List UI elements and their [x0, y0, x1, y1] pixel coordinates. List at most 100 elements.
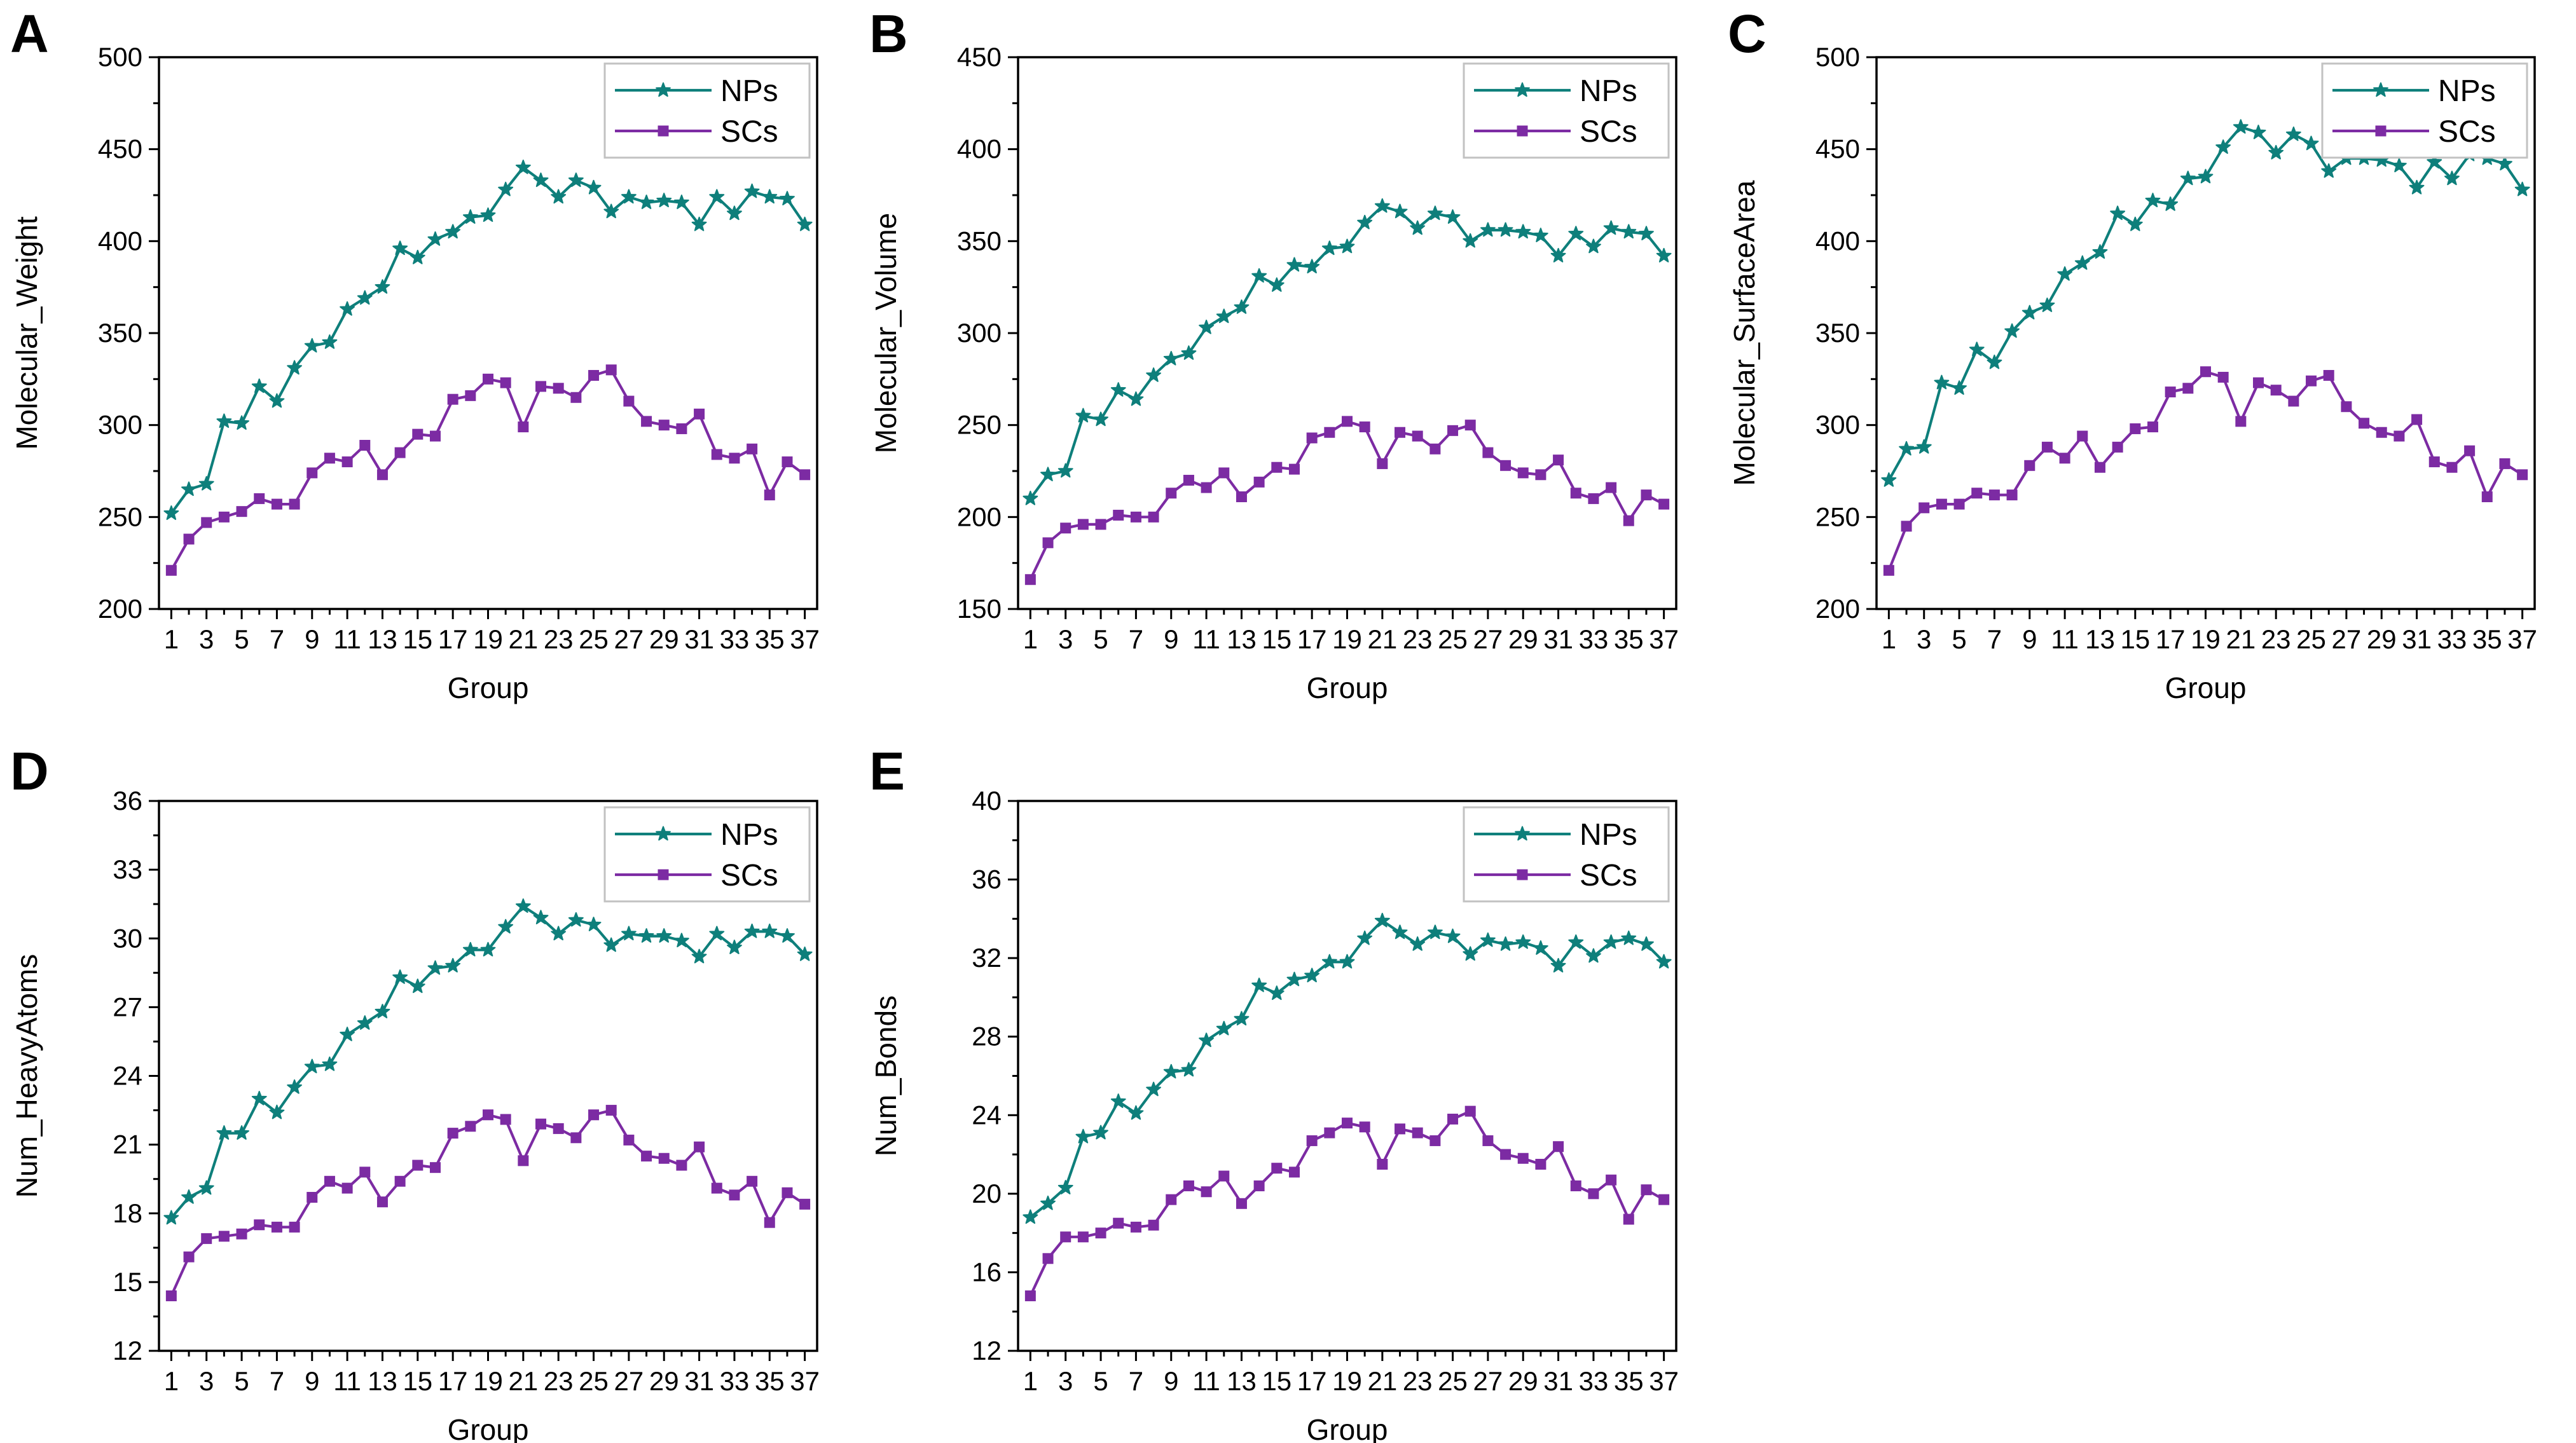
y-tick-label: 250: [98, 502, 142, 531]
y-tick-label: 450: [1815, 134, 1860, 164]
square-marker: [1342, 1118, 1353, 1129]
y-tick-label: 33: [113, 854, 142, 884]
star-marker: [1656, 954, 1672, 969]
square-marker: [1500, 460, 1512, 471]
square-marker: [1623, 515, 1634, 526]
square-marker: [1918, 502, 1930, 514]
star-marker: [2409, 179, 2425, 195]
star-marker: [674, 195, 689, 209]
y-tick-label: 24: [113, 1061, 142, 1091]
square-marker: [1113, 509, 1124, 521]
star-marker: [1128, 391, 1144, 406]
y-tick-label: 500: [98, 42, 142, 72]
square-marker: [1271, 1163, 1283, 1174]
square-marker: [2517, 469, 2528, 481]
series-nps-markers: [163, 160, 813, 520]
square-marker: [254, 1219, 265, 1231]
x-tick-label: 17: [1297, 624, 1327, 654]
square-marker: [518, 1155, 529, 1166]
y-tick-label: 200: [1815, 594, 1860, 624]
star-marker: [498, 181, 514, 196]
star-marker: [1199, 319, 1214, 334]
x-tick-label: 27: [1473, 1366, 1503, 1396]
square-marker: [2041, 441, 2053, 453]
legend-box: [1463, 806, 1670, 903]
star-marker: [2215, 139, 2231, 154]
star-marker: [2321, 163, 2337, 178]
x-tick-label: 15: [403, 624, 432, 654]
square-marker: [2200, 366, 2211, 378]
x-tick-label: 25: [2296, 624, 2326, 654]
star-marker: [1480, 222, 1496, 237]
square-marker: [2341, 401, 2352, 413]
star-marker: [709, 189, 725, 204]
star-marker: [410, 249, 425, 264]
star-marker: [269, 1104, 285, 1119]
star-marker: [1040, 1195, 1056, 1210]
y-tick-label: 36: [972, 865, 1002, 894]
square-marker: [2006, 489, 2018, 501]
x-tick-label: 37: [1649, 1366, 1679, 1396]
y-tick-label: 350: [1815, 318, 1860, 348]
square-marker: [658, 1152, 670, 1164]
x-tick-label: 19: [1332, 1366, 1362, 1396]
square-marker: [1570, 1180, 1581, 1191]
star-marker: [1146, 367, 1161, 382]
square-marker: [2253, 377, 2264, 388]
star-marker: [251, 1091, 267, 1105]
square-marker: [429, 1162, 441, 1173]
square-marker: [2499, 458, 2511, 469]
square-marker: [1553, 455, 1564, 466]
y-tick-label: 30: [113, 923, 142, 953]
star-marker: [2198, 168, 2214, 184]
x-tick-label: 21: [2226, 624, 2256, 654]
star-marker: [586, 179, 602, 195]
star-marker: [621, 189, 637, 204]
square-marker: [1517, 467, 1529, 479]
square-marker: [2393, 430, 2405, 442]
square-marker: [341, 1182, 353, 1194]
square-marker: [1201, 482, 1212, 493]
star-marker: [1321, 240, 1337, 256]
star-marker: [462, 209, 478, 224]
star-marker: [1445, 209, 1461, 224]
legend-label-scs: SCs: [720, 859, 778, 892]
square-marker: [218, 1231, 230, 1242]
star-marker: [762, 189, 778, 204]
star-marker: [2285, 127, 2301, 141]
square-marker: [1535, 1159, 1546, 1170]
star-marker: [603, 937, 619, 952]
star-marker: [480, 941, 496, 957]
star-marker: [1969, 341, 1985, 357]
legend: NPs SCs: [2321, 62, 2528, 159]
legend-box: [603, 806, 811, 903]
y-tick-label: 16: [972, 1257, 1002, 1287]
star-marker: [287, 360, 302, 375]
square-marker: [483, 1109, 493, 1121]
legend-box: [603, 62, 811, 159]
x-tick-label: 33: [1579, 1366, 1609, 1396]
x-tick-label: 23: [2261, 624, 2291, 654]
x-tick-label: 21: [508, 624, 538, 654]
y-tick-label: 350: [957, 226, 1002, 256]
star-marker: [2514, 181, 2530, 196]
square-marker: [1253, 476, 1265, 488]
square-marker: [570, 1132, 582, 1144]
square-marker: [236, 506, 247, 517]
square-marker: [1429, 1135, 1441, 1146]
square-marker: [1095, 1228, 1106, 1239]
square-marker: [1183, 474, 1194, 486]
star-marker: [515, 160, 531, 174]
square-marker: [2446, 462, 2458, 473]
x-axis: 1 3 5 7 9 11 13 15 17 19 21 23 25 27 29 31 33 35 37: [1023, 1351, 1679, 1396]
star-marker: [2110, 205, 2126, 221]
star-marker: [586, 917, 602, 931]
square-marker: [165, 564, 177, 576]
x-tick-label: 23: [1403, 624, 1433, 654]
x-tick-label: 25: [579, 624, 609, 654]
x-tick-label: 7: [270, 1366, 284, 1396]
star-marker: [1321, 954, 1337, 969]
star-marker: [1656, 248, 1672, 263]
x-tick-label: 13: [368, 1366, 397, 1396]
x-tick-label: 5: [234, 624, 249, 654]
